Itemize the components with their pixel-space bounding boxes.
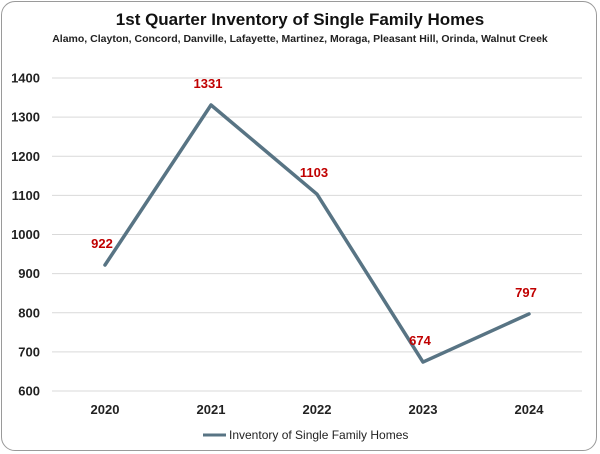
- y-tick-label: 600: [18, 384, 40, 399]
- y-tick-label: 1100: [12, 188, 40, 203]
- series-line: [103, 103, 531, 364]
- data-label: 922: [91, 236, 113, 251]
- x-tick-label: 2024: [515, 402, 545, 417]
- y-tick-label: 1000: [11, 227, 40, 242]
- data-label: 797: [515, 285, 537, 300]
- y-tick-label: 900: [18, 266, 40, 281]
- data-label: 1103: [300, 165, 328, 180]
- legend: Inventory of Single Family Homes: [203, 428, 408, 442]
- x-axis-ticks: 2020 2021 2022 2023 2024: [91, 402, 545, 417]
- x-tick-label: 2021: [197, 402, 226, 417]
- y-tick-label: 800: [18, 305, 40, 320]
- chart-title: 1st Quarter Inventory of Single Family H…: [116, 10, 484, 29]
- x-tick-label: 2020: [91, 402, 120, 417]
- y-tick-label: 700: [18, 344, 40, 359]
- y-tick-label: 1300: [11, 110, 40, 125]
- legend-entry: Inventory of Single Family Homes: [229, 428, 408, 442]
- series-layer: [103, 103, 531, 364]
- data-label: 1331: [194, 76, 223, 91]
- data-labels: 922 1331 1103 674 797: [91, 76, 537, 348]
- x-tick-label: 2022: [303, 402, 332, 417]
- y-tick-label: 1200: [11, 149, 40, 164]
- gridlines: [52, 77, 582, 392]
- chart-subtitle: Alamo, Clayton, Concord, Danville, Lafay…: [52, 33, 548, 45]
- y-tick-label: 1400: [11, 71, 40, 86]
- y-axis-ticks: 600 700 800 900 1000 1100 1200 1300 1400: [11, 71, 40, 399]
- data-label: 674: [409, 333, 431, 348]
- x-tick-label: 2023: [409, 402, 438, 417]
